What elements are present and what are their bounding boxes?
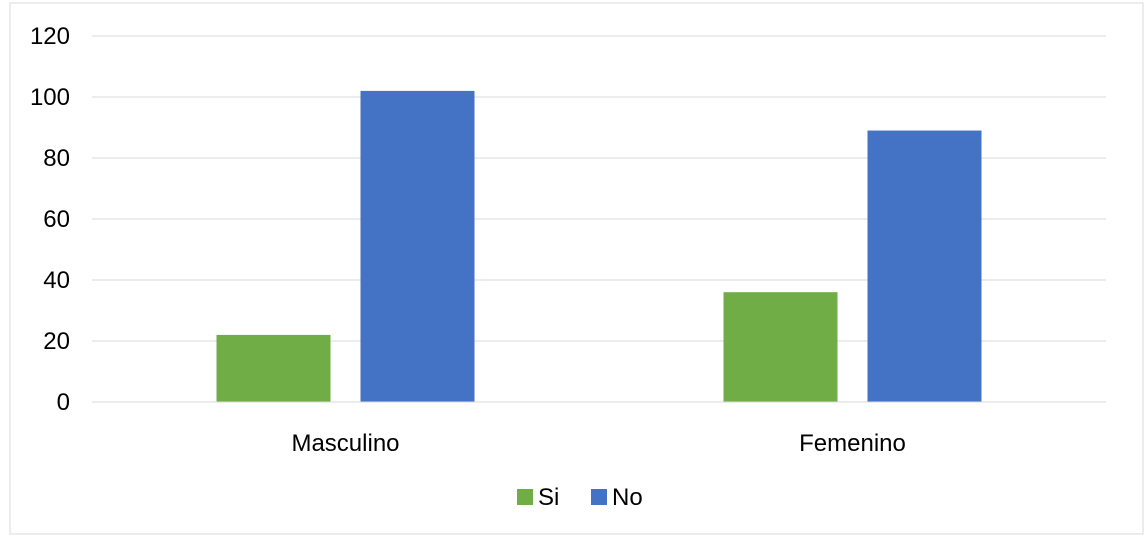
bar-si-femenino xyxy=(723,292,838,402)
legend-label-si: Si xyxy=(538,484,559,511)
y-tick-label: 80 xyxy=(43,145,70,172)
legend-swatch-si xyxy=(517,489,533,505)
x-category-label: Masculino xyxy=(291,430,399,457)
y-tick-label: 60 xyxy=(43,206,70,233)
x-axis-categories: Masculino Femenino xyxy=(291,430,905,457)
legend-label-no: No xyxy=(612,484,643,511)
bars xyxy=(216,90,982,403)
y-tick-label: 0 xyxy=(57,389,70,416)
y-tick-label: 120 xyxy=(30,23,70,50)
bar-no-masculino xyxy=(360,90,475,403)
y-tick-label: 20 xyxy=(43,328,70,355)
x-category-label: Femenino xyxy=(799,430,906,457)
y-tick-label: 100 xyxy=(30,84,70,111)
y-axis-ticks: 0 20 40 60 80 100 120 xyxy=(30,23,70,416)
legend: Si No xyxy=(517,484,643,511)
y-tick-label: 40 xyxy=(43,267,70,294)
bar-no-femenino xyxy=(867,130,982,403)
bar-si-masculino xyxy=(216,334,331,402)
legend-swatch-no xyxy=(591,489,607,505)
